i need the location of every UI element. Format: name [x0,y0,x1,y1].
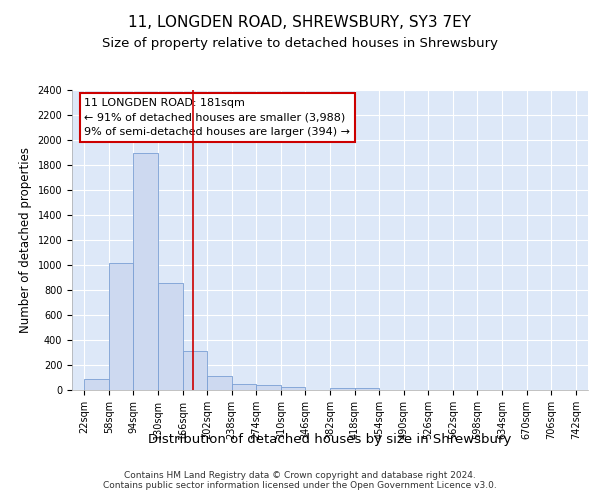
Bar [207,376,232,390]
Text: Contains HM Land Registry data © Crown copyright and database right 2024.
Contai: Contains HM Land Registry data © Crown c… [103,470,497,490]
Bar [281,387,305,390]
Text: Distribution of detached houses by size in Shrewsbury: Distribution of detached houses by size … [148,432,512,446]
Bar [158,282,182,390]
Text: Size of property relative to detached houses in Shrewsbury: Size of property relative to detached ho… [102,38,498,51]
Bar [84,379,109,390]
Text: 11, LONGDEN ROAD, SHREWSBURY, SY3 7EY: 11, LONGDEN ROAD, SHREWSBURY, SY3 7EY [128,15,472,30]
Y-axis label: Number of detached properties: Number of detached properties [19,147,32,333]
Bar [232,384,256,390]
Bar [355,388,379,390]
Bar [256,385,281,390]
Bar [182,351,207,390]
Bar [330,388,355,390]
Text: 11 LONGDEN ROAD: 181sqm
← 91% of detached houses are smaller (3,988)
9% of semi-: 11 LONGDEN ROAD: 181sqm ← 91% of detache… [84,98,350,137]
Bar [109,262,133,390]
Bar [133,152,158,390]
